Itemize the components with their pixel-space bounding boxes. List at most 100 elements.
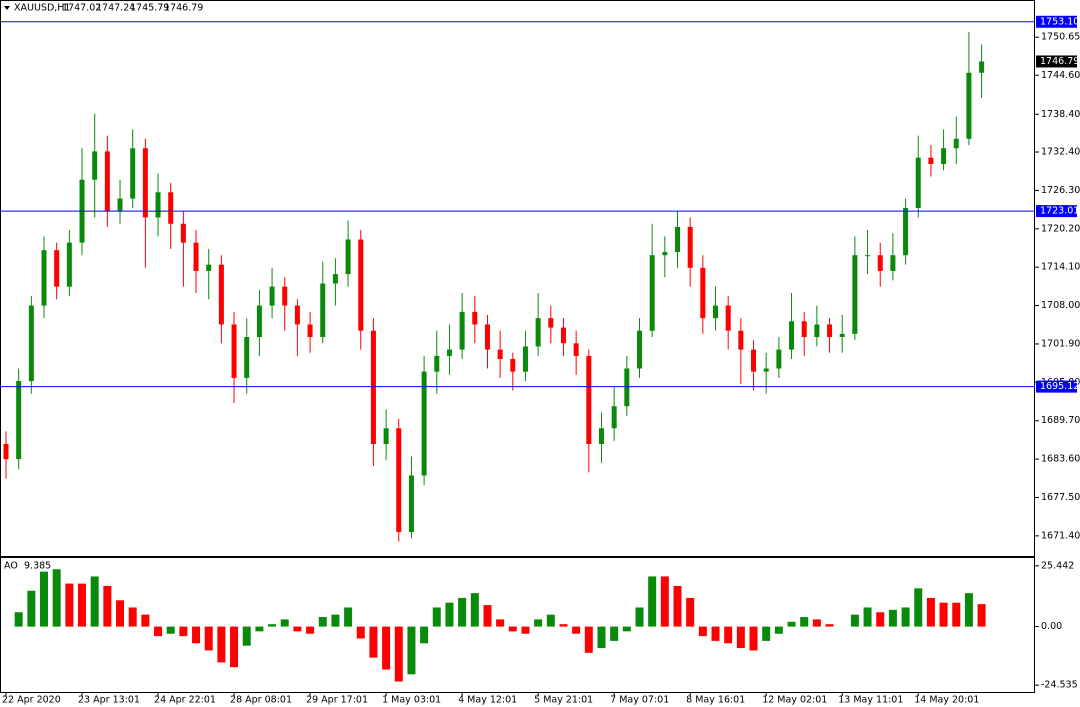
ao-bar	[876, 612, 885, 627]
candle-body	[789, 321, 795, 350]
ao-bar	[812, 619, 821, 627]
y-tick-label: 1683.60	[1041, 454, 1080, 465]
ao-bar	[432, 607, 441, 627]
ao-bar	[736, 626, 745, 649]
candle-body	[16, 381, 22, 460]
x-tick-label: 22 Apr 2020	[2, 695, 61, 706]
candle-body	[345, 239, 351, 275]
ao-bar	[14, 612, 23, 627]
x-tick-label: 24 Apr 22:01	[154, 695, 216, 706]
ao-bar	[154, 626, 163, 637]
candle-body	[332, 274, 338, 284]
candle-body	[763, 368, 769, 372]
candle-body	[41, 250, 47, 306]
candle-body	[421, 371, 427, 476]
ao-bar	[559, 624, 568, 627]
ao-bar	[762, 626, 771, 641]
candle-body	[725, 305, 731, 331]
candle-body	[700, 267, 706, 319]
candle-body	[484, 324, 490, 350]
menu-arrow[interactable]	[4, 6, 10, 10]
candle-body	[497, 349, 503, 360]
ao-bar	[926, 597, 935, 627]
candle-body	[535, 318, 541, 347]
candle-body	[852, 255, 858, 334]
candle-body	[713, 305, 719, 319]
ao-bar	[230, 626, 239, 668]
candle-body	[256, 305, 262, 338]
ao-bar	[128, 607, 137, 627]
y-tick-label: 0.00	[1041, 621, 1062, 632]
candle-body	[218, 264, 224, 325]
candle-body	[586, 355, 592, 444]
candle-body	[573, 343, 579, 356]
candle-body	[294, 305, 300, 325]
y-tick-label: 1750.65	[1041, 32, 1080, 43]
ao-bar	[787, 621, 796, 627]
ao-bar	[584, 626, 593, 653]
y-tick-label: 1677.50	[1041, 492, 1080, 503]
ao-bar	[964, 593, 973, 627]
candle-body	[54, 250, 60, 287]
ao-bar	[318, 617, 327, 627]
candle-body	[801, 321, 807, 338]
y-tick-label: 1744.60	[1041, 70, 1080, 81]
ao-value: 9.385	[24, 561, 51, 572]
candle-body	[776, 349, 782, 369]
candle-body	[104, 151, 110, 212]
candle-body	[320, 283, 326, 338]
candle-body	[282, 286, 288, 306]
ao-bar	[496, 619, 505, 627]
ao-bar	[521, 626, 530, 634]
ao-bar	[572, 626, 581, 634]
ao-bar	[445, 602, 454, 627]
header-high: 1747.24	[96, 3, 135, 14]
candle-body	[687, 226, 693, 268]
candle-body	[548, 318, 554, 328]
ao-bar	[622, 626, 631, 632]
x-tick-label: 8 May 16:01	[686, 695, 745, 706]
candle-body	[903, 208, 909, 256]
ao-bar	[635, 607, 644, 627]
candle-body	[396, 428, 402, 533]
ao-bar	[711, 626, 720, 641]
candle-body	[928, 157, 934, 164]
candle-body	[915, 157, 921, 209]
ao-bar	[141, 614, 150, 627]
ao-bar	[78, 583, 87, 627]
ao-bar	[724, 626, 733, 644]
x-tick-label: 13 May 11:01	[838, 695, 903, 706]
ao-bar	[458, 597, 467, 627]
candle-body	[472, 311, 478, 325]
candle-body	[675, 226, 681, 253]
ao-bar	[52, 569, 61, 627]
ao-title: AO	[4, 561, 18, 572]
x-tick-label: 28 Apr 08:01	[230, 695, 292, 706]
candle-body	[66, 242, 72, 287]
candle-body	[434, 355, 440, 372]
candle-body	[814, 324, 820, 338]
candle-body	[3, 443, 9, 460]
y-tick-label: 1701.90	[1041, 338, 1080, 349]
y-tick-label: 1720.20	[1041, 223, 1080, 234]
ao-bar	[483, 605, 492, 627]
x-tick-label: 12 May 02:01	[762, 695, 827, 706]
ao-bar	[382, 626, 391, 670]
ao-bar	[774, 626, 783, 634]
price-line-label-box	[1036, 15, 1077, 28]
x-tick-label: 4 May 12:01	[458, 695, 517, 706]
x-tick-label: 29 Apr 17:01	[306, 695, 368, 706]
ao-bar	[268, 624, 277, 627]
price-line-label: 1723.01	[1040, 206, 1079, 217]
ao-bar	[394, 626, 403, 682]
candle-body	[307, 324, 313, 338]
candle-body	[510, 359, 516, 372]
candle-body	[611, 406, 617, 429]
candle-body	[649, 255, 655, 331]
ao-bar	[217, 626, 226, 663]
ao-bar	[407, 626, 416, 675]
candle-body	[358, 239, 364, 331]
candle-body	[560, 327, 566, 344]
ao-bar	[103, 585, 112, 627]
